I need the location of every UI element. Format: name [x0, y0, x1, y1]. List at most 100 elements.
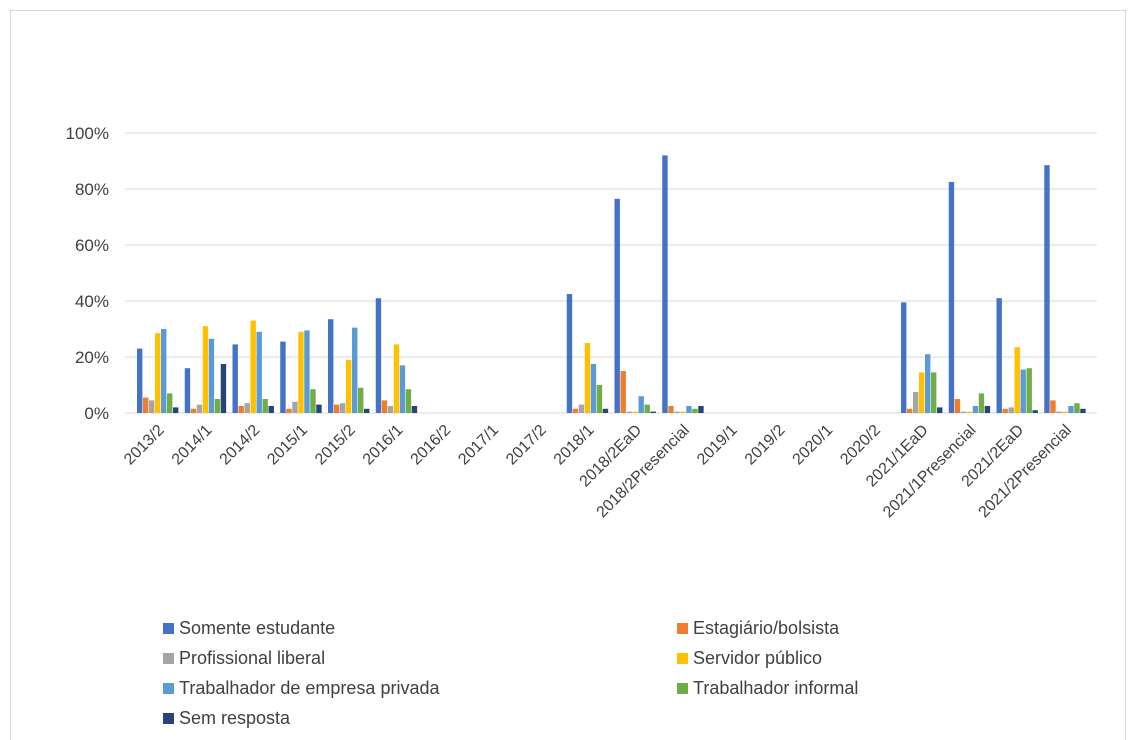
bar-sem-resposta-2018-1 — [602, 408, 609, 413]
bar-trabalhador-informal-2018-2ead — [644, 404, 650, 413]
bar-servidor-p-blico-2015-1 — [298, 331, 304, 413]
bar-somente-estudante-2018-1 — [566, 294, 573, 413]
bar-servidor-p-blico-2021-2presencial — [1062, 411, 1068, 413]
bar-trabalhador-informal-2021-1ead — [931, 372, 937, 413]
x-tick-label: 2017/1 — [455, 422, 502, 469]
bar-estagi-rio-bolsista-2021-2ead — [1002, 408, 1008, 413]
bar-profissional-liberal-2015-1 — [292, 401, 298, 413]
bar-trabalhador-de-empresa-privada-2015-2 — [352, 327, 358, 413]
bar-somente-estudante-2014-2 — [232, 344, 238, 413]
bar-profissional-liberal-2021-1ead — [913, 392, 919, 413]
bar-estagi-rio-bolsista-2021-1ead — [907, 408, 913, 413]
bar-trabalhador-de-empresa-privada-2018-2presencial — [686, 406, 692, 413]
bar-somente-estudante-2015-1 — [280, 341, 286, 413]
bar-sem-resposta-2021-1ead — [937, 407, 943, 413]
bar-trabalhador-informal-2021-2presencial — [1074, 403, 1080, 413]
bar-trabalhador-informal-2021-2ead — [1026, 368, 1032, 413]
bar-estagi-rio-bolsista-2018-1 — [572, 408, 579, 413]
x-tick-label: 2020/2 — [837, 422, 884, 469]
bar-somente-estudante-2016-1 — [375, 298, 382, 413]
bar-trabalhador-de-empresa-privada-2015-1 — [304, 330, 310, 413]
bar-profissional-liberal-2016-1 — [387, 406, 394, 413]
x-tick-label: 2021/2Presencial — [976, 422, 1075, 521]
bar-servidor-p-blico-2018-2ead — [632, 411, 638, 413]
bar-sem-resposta-2014-2 — [268, 406, 274, 413]
bar-profissional-liberal-2021-2presencial — [1056, 411, 1062, 413]
bar-profissional-liberal-2021-2ead — [1008, 407, 1014, 413]
bar-sem-resposta-2014-1 — [220, 364, 227, 413]
bar-somente-estudante-2018-2ead — [614, 198, 620, 413]
bar-trabalhador-de-empresa-privada-2014-1 — [208, 338, 215, 413]
bars — [137, 155, 1086, 413]
bar-profissional-liberal-2014-1 — [196, 404, 203, 413]
bar-estagi-rio-bolsista-2021-1presencial — [954, 399, 961, 413]
bar-servidor-p-blico-2016-1 — [393, 344, 400, 413]
y-tick-label: 40% — [75, 292, 109, 311]
bar-estagi-rio-bolsista-2015-2 — [334, 404, 340, 413]
bar-servidor-p-blico-2021-1presencial — [966, 411, 973, 413]
bar-servidor-p-blico-2014-2 — [250, 320, 256, 413]
bar-somente-estudante-2021-2ead — [996, 298, 1002, 413]
bar-profissional-liberal-2013-2 — [149, 400, 155, 413]
y-tick-label: 80% — [75, 180, 109, 199]
x-tick-label: 2015/2 — [312, 422, 359, 469]
bar-somente-estudante-2021-1ead — [901, 302, 907, 413]
x-tick-label: 2013/2 — [121, 422, 168, 469]
y-tick-label: 60% — [75, 236, 109, 255]
y-tick-label: 20% — [75, 348, 109, 367]
x-tick-label: 2019/1 — [694, 422, 741, 469]
bar-trabalhador-informal-2016-1 — [405, 389, 412, 413]
bar-estagi-rio-bolsista-2015-1 — [286, 408, 292, 413]
bar-trabalhador-de-empresa-privada-2021-2presencial — [1068, 406, 1074, 413]
x-axis-ticks: 2013/2 2014/1 2014/2 2015/1 2015/2 2016/1 2016… — [121, 422, 1075, 522]
bar-servidor-p-blico-2015-2 — [346, 359, 352, 413]
bar-somente-estudante-2014-1 — [184, 368, 191, 413]
bar-somente-estudante-2013-2 — [137, 348, 143, 413]
bar-sem-resposta-2018-2ead — [650, 411, 656, 413]
bar-trabalhador-informal-2015-2 — [358, 387, 364, 413]
bar-trabalhador-de-empresa-privada-2021-1presencial — [972, 406, 979, 413]
bar-estagi-rio-bolsista-2014-2 — [238, 406, 244, 413]
bar-estagi-rio-bolsista-2016-1 — [381, 400, 388, 413]
bar-sem-resposta-2021-2presencial — [1080, 408, 1086, 413]
bar-sem-resposta-2015-1 — [316, 404, 322, 413]
bar-trabalhador-de-empresa-privada-2018-2ead — [638, 396, 644, 413]
bar-trabalhador-informal-2018-2presencial — [692, 408, 698, 413]
bar-sem-resposta-2015-2 — [364, 408, 370, 413]
bar-trabalhador-de-empresa-privada-2013-2 — [161, 329, 167, 413]
x-tick-label: 2015/1 — [264, 422, 311, 469]
bar-sem-resposta-2013-2 — [173, 407, 179, 413]
bar-trabalhador-informal-2021-1presencial — [978, 393, 985, 413]
bar-somente-estudante-2018-2presencial — [662, 155, 668, 413]
x-tick-label: 2019/2 — [742, 422, 789, 469]
x-tick-label: 2018/2Presencial — [594, 422, 693, 521]
bar-trabalhador-informal-2018-1 — [596, 385, 603, 413]
bar-profissional-liberal-2015-2 — [340, 403, 346, 413]
bar-trabalhador-informal-2013-2 — [167, 393, 173, 413]
bar-estagi-rio-bolsista-2018-2ead — [620, 371, 626, 413]
y-axis-ticks: 0% 20% 40% 60% 80% 100% — [66, 124, 109, 423]
bar-servidor-p-blico-2014-1 — [202, 326, 209, 413]
bar-profissional-liberal-2018-2ead — [626, 411, 632, 413]
x-tick-label: 2014/2 — [217, 422, 264, 469]
bar-profissional-liberal-2014-2 — [244, 403, 250, 413]
x-tick-label: 2016/1 — [360, 422, 407, 469]
bar-somente-estudante-2015-2 — [328, 319, 334, 413]
chart-frame — [10, 10, 1126, 740]
bar-servidor-p-blico-2013-2 — [155, 333, 161, 413]
y-tick-label: 100% — [66, 124, 109, 143]
x-tick-label: 2016/2 — [408, 422, 455, 469]
bar-trabalhador-de-empresa-privada-2014-2 — [256, 331, 262, 413]
bar-trabalhador-de-empresa-privada-2016-1 — [399, 365, 406, 413]
bar-sem-resposta-2021-2ead — [1032, 410, 1038, 413]
x-tick-label: 2018/1 — [551, 422, 598, 469]
bar-profissional-liberal-2021-1presencial — [960, 411, 967, 413]
bar-sem-resposta-2016-1 — [411, 406, 418, 413]
x-tick-label: 2017/2 — [503, 422, 550, 469]
bar-trabalhador-informal-2014-2 — [262, 399, 268, 413]
bar-somente-estudante-2021-1presencial — [948, 182, 955, 413]
bar-servidor-p-blico-2021-1ead — [919, 372, 925, 413]
bar-servidor-p-blico-2021-2ead — [1014, 347, 1020, 413]
x-tick-label: 2020/1 — [790, 422, 837, 469]
